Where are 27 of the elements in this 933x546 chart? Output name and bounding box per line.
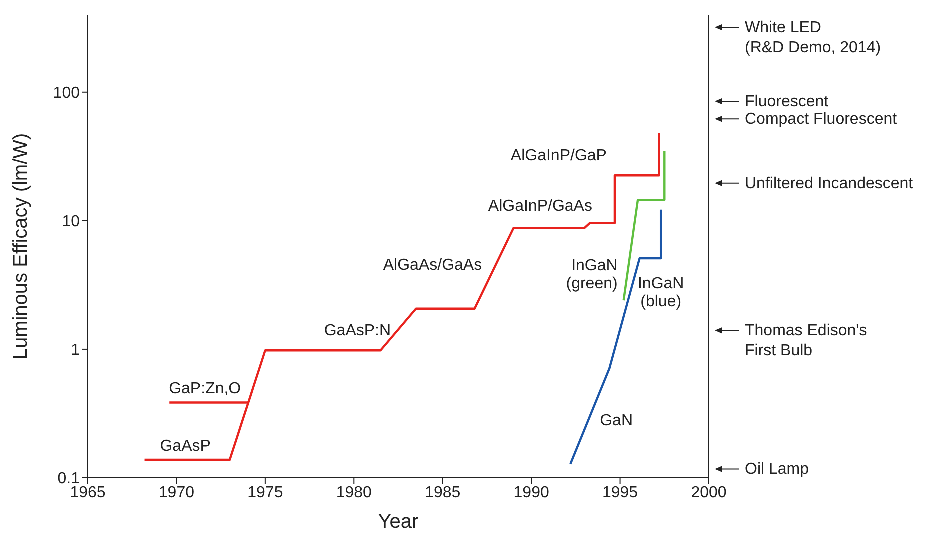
x-tick-label: 1995 [602,484,638,502]
y-tick-label: 10 [62,214,80,231]
annotation: GaAsP [160,438,211,455]
annotation: AlGaInP/GaP [510,147,607,164]
ref-line-label: Compact Fluorescent [745,110,898,128]
ref-line-label: White LED (R&D Demo, 2014) [745,18,882,56]
annotation: GaP:Zn,O [169,380,242,398]
x-tick-label: 1970 [158,484,195,502]
x-axis-title: Year [378,511,420,533]
annotation: AlGaAs/GaAs [383,256,482,274]
ref-line-label: Thomas Edison's First Bulb [745,322,868,360]
y-axis-title: Luminous Efficacy (lm/W) [10,133,32,360]
annotation: AlGaInP/GaAs [488,198,592,215]
x-tick-label: 1990 [514,484,550,502]
x-tick-label: 2000 [691,484,727,502]
x-tick-label: 1975 [248,484,284,502]
annotation: GaAsP:N [324,322,392,340]
x-tick-label: 1985 [425,484,461,502]
annotation: GaN [600,412,634,430]
y-tick-label: 100 [53,85,80,102]
annotation: InGaN (green) [566,257,618,292]
annotation: InGaN (blue) [638,275,684,310]
y-tick-label: 1 [71,342,80,360]
ref-line-label: Fluorescent [745,92,830,110]
x-tick-label: 1980 [336,484,372,502]
ref-line-label: Unfiltered Incandescent [745,174,914,192]
ref-line-label: Oil Lamp [745,460,810,478]
